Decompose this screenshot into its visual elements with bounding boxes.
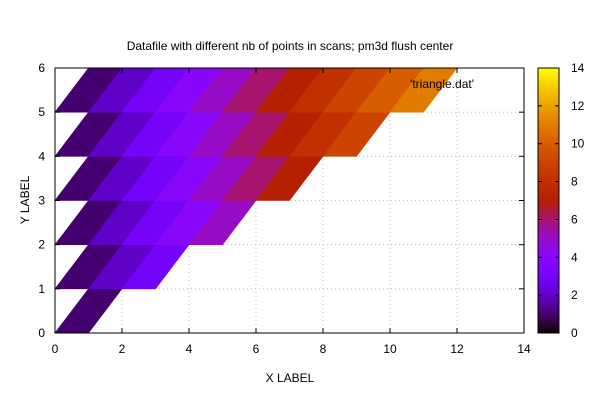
x-tick-label: 10 — [383, 342, 397, 356]
y-tick-label: 3 — [38, 194, 45, 208]
colorbar-tick-label: 4 — [571, 250, 578, 264]
colorbar-tick-label: 14 — [571, 61, 585, 75]
y-axis-label: Y LABEL — [18, 175, 32, 224]
x-tick-label: 14 — [517, 342, 531, 356]
x-axis-label: X LABEL — [266, 371, 315, 385]
x-axis-ticks: 0 2 4 6 8 10 12 14 — [52, 68, 531, 356]
colorbar-tick-label: 6 — [571, 212, 578, 226]
colorbar-tick-label: 0 — [571, 326, 578, 340]
colorbar-tick-label: 8 — [571, 175, 578, 189]
y-tick-label: 1 — [38, 282, 45, 296]
y-tick-label: 0 — [38, 326, 45, 340]
y-axis-ticks: 0 1 2 3 4 5 6 — [38, 61, 524, 340]
colorbar-ticks: 0 2 4 6 8 10 12 14 — [538, 61, 585, 340]
x-tick-label: 4 — [186, 342, 193, 356]
chart-title: Datafile with different nb of points in … — [127, 39, 454, 53]
y-tick-label: 2 — [38, 238, 45, 252]
colorbar — [538, 68, 559, 333]
colorbar-tick-label: 10 — [571, 137, 585, 151]
colorbar-tick-label: 2 — [571, 288, 578, 302]
y-tick-label: 5 — [38, 105, 45, 119]
x-tick-label: 12 — [450, 342, 464, 356]
x-tick-label: 8 — [320, 342, 327, 356]
surface-cell — [54, 288, 123, 334]
y-tick-label: 4 — [38, 149, 45, 163]
x-tick-label: 6 — [253, 342, 260, 356]
x-tick-label: 2 — [119, 342, 126, 356]
colorbar-frame — [537, 67, 560, 334]
x-tick-label: 0 — [52, 342, 59, 356]
legend-entry: 'triangle.dat' — [410, 77, 474, 91]
y-tick-label: 6 — [38, 61, 45, 75]
colorbar-tick-label: 12 — [571, 99, 585, 113]
surface-cells — [54, 67, 458, 334]
